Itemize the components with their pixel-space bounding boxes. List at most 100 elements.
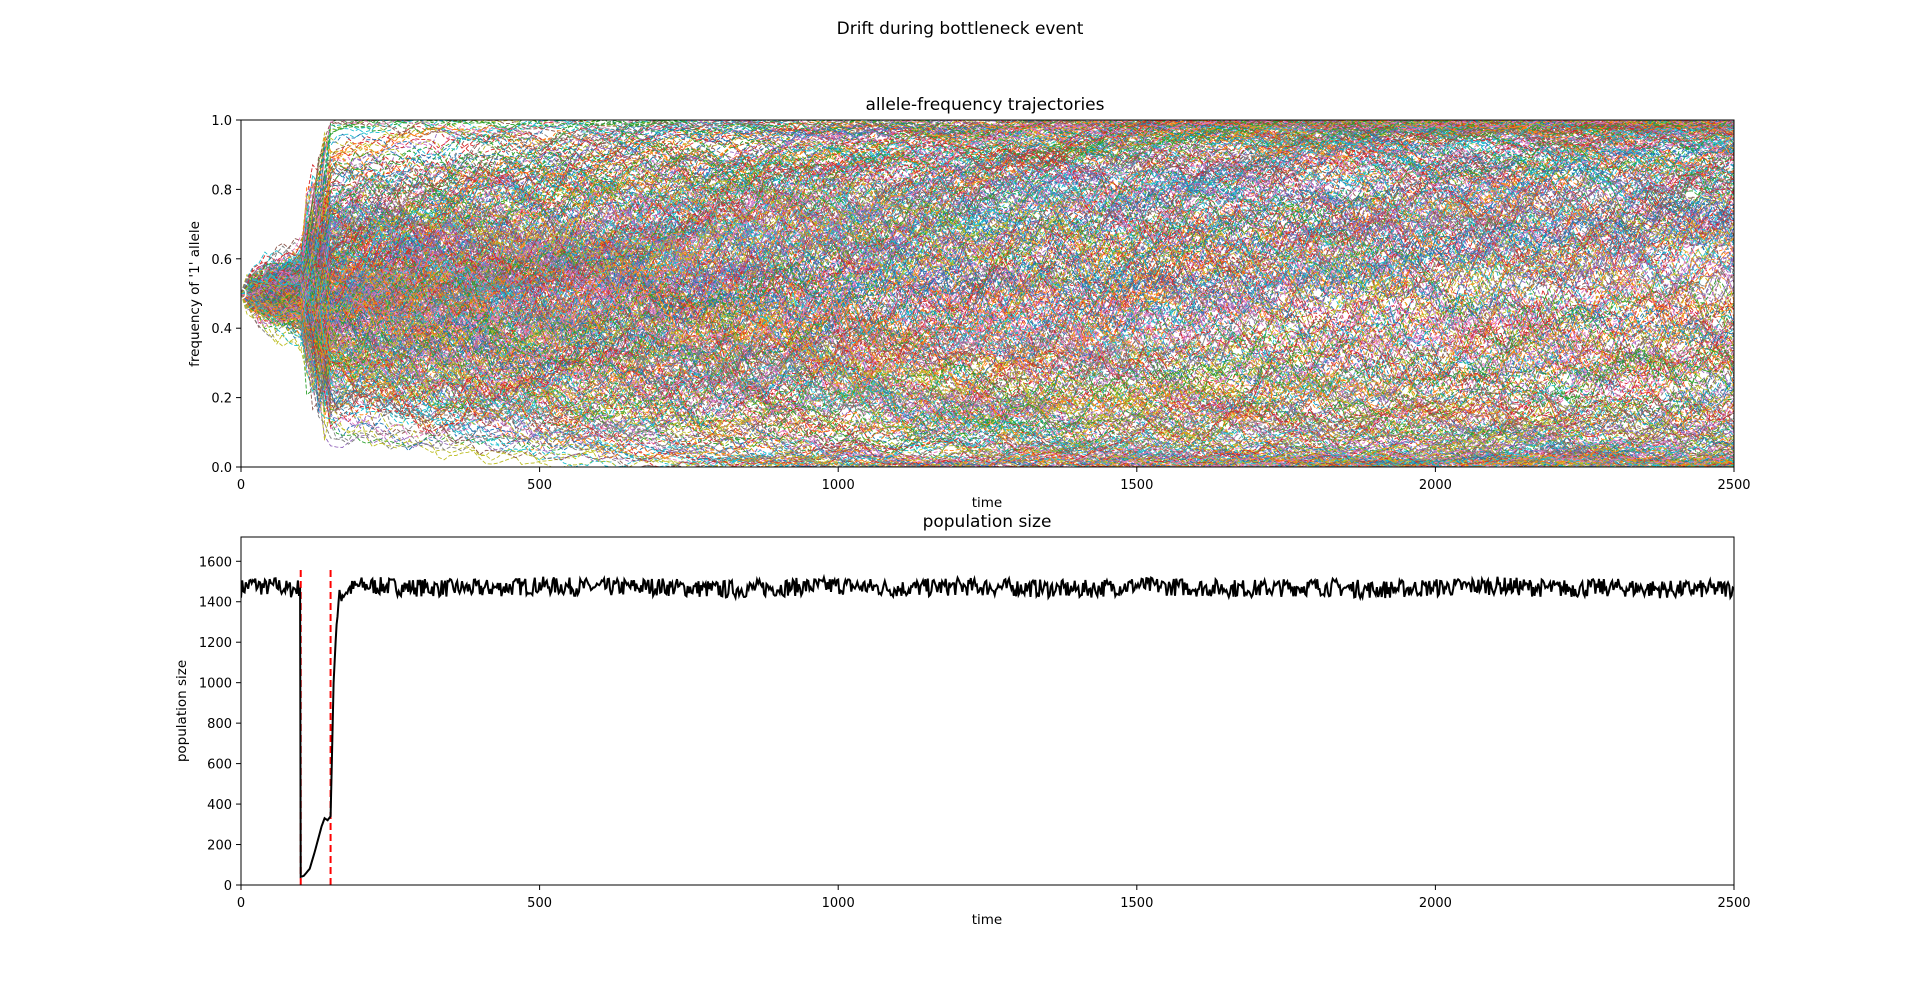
trajectory-line <box>241 120 1734 325</box>
population-size-title: population size <box>923 512 1052 532</box>
trajectory-line <box>241 199 1734 319</box>
trajectory-line <box>241 195 1734 467</box>
trajectory-line <box>241 122 1734 321</box>
trajectory-line <box>241 120 1734 341</box>
trajectory-line <box>241 180 1734 448</box>
population-size-y-tick-label: 1200 <box>199 636 232 651</box>
trajectory-line <box>241 172 1734 378</box>
trajectory-line <box>241 138 1734 298</box>
trajectory-line <box>241 286 1734 459</box>
trajectory-line <box>241 189 1734 339</box>
trajectory-line <box>241 292 1734 439</box>
trajectory-line <box>241 220 1734 357</box>
allele-frequency-y-tick-label: 0.2 <box>211 392 232 407</box>
trajectory-line <box>241 120 1734 321</box>
population-size-y-tick-label: 1000 <box>199 677 232 692</box>
trajectory-line <box>241 200 1734 349</box>
population-size-x-tick-label: 0 <box>237 896 245 911</box>
trajectory-line <box>241 247 1734 433</box>
allele-frequency-y-ticks: 0.0 0.2 0.4 0.6 0.8 1.0 <box>211 114 241 476</box>
trajectory-line <box>241 266 1734 413</box>
trajectory-line <box>241 120 1734 294</box>
trajectory-line <box>241 120 1734 363</box>
trajectory-line <box>241 134 1734 360</box>
trajectory-line <box>241 278 1734 467</box>
trajectory-line <box>241 222 1734 381</box>
trajectory-line <box>241 277 1734 467</box>
trajectory-line <box>241 250 1734 467</box>
trajectory-line <box>241 251 1734 391</box>
trajectory-line <box>241 132 1734 428</box>
trajectory-line <box>241 278 1734 467</box>
trajectory-line <box>241 212 1734 342</box>
trajectory-line <box>241 176 1734 422</box>
trajectory-line <box>241 278 1734 460</box>
trajectory-line <box>241 122 1734 303</box>
allele-frequency-x-tick-label: 2500 <box>1717 478 1750 493</box>
allele-frequency-x-tick-label: 0 <box>237 478 245 493</box>
trajectory-line <box>241 199 1734 467</box>
trajectory-line <box>241 225 1734 411</box>
trajectory-line <box>241 201 1734 313</box>
trajectory-line <box>241 283 1734 467</box>
trajectory-line <box>241 191 1734 379</box>
trajectory-line <box>241 129 1734 334</box>
trajectory-line <box>241 288 1734 467</box>
trajectory-line <box>241 120 1734 302</box>
trajectory-line <box>241 125 1734 347</box>
trajectory-line <box>241 289 1734 467</box>
trajectory-line <box>241 161 1734 401</box>
trajectory-line <box>241 291 1734 467</box>
trajectory-line <box>241 289 1734 467</box>
trajectory-line <box>241 293 1734 467</box>
trajectory-line <box>241 283 1734 454</box>
trajectory-line <box>241 183 1734 449</box>
trajectory-line <box>241 282 1734 467</box>
allele-frequency-x-tick-label: 1500 <box>1120 478 1153 493</box>
trajectory-line <box>241 120 1734 299</box>
trajectory-line <box>241 222 1734 448</box>
trajectory-line <box>241 200 1734 467</box>
trajectory-line <box>241 209 1734 419</box>
population-size-y-tick-label: 0 <box>224 879 232 894</box>
population-size-y-ticks: 0 200 400 600 800 1000 1200 1400 1600 <box>199 555 241 894</box>
allele-frequency-x-tick-label: 2000 <box>1419 478 1452 493</box>
population-size-y-tick-label: 400 <box>207 798 232 813</box>
trajectory-line <box>241 263 1734 433</box>
allele-frequency-y-tick-label: 0.6 <box>211 253 232 268</box>
trajectory-line <box>241 120 1734 307</box>
trajectory-line <box>241 247 1734 430</box>
trajectory-line <box>241 269 1734 452</box>
trajectory-line <box>241 276 1734 467</box>
trajectory-line <box>241 183 1734 319</box>
trajectory-line <box>241 256 1734 445</box>
trajectory-line <box>241 228 1734 445</box>
trajectory-line <box>241 125 1734 361</box>
trajectory-line <box>241 293 1734 459</box>
trajectory-line <box>241 162 1734 308</box>
allele-frequency-y-label: frequency of '1' allele <box>187 221 203 367</box>
trajectory-line <box>241 218 1734 430</box>
trajectory-line <box>241 283 1734 467</box>
trajectory-line <box>241 290 1734 449</box>
trajectory-line <box>241 120 1734 295</box>
trajectory-line <box>241 130 1734 295</box>
trajectory-line <box>241 172 1734 400</box>
population-size-x-tick-label: 2000 <box>1419 896 1452 911</box>
trajectory-line <box>241 220 1734 358</box>
trajectory-line <box>241 120 1734 311</box>
trajectory-line <box>241 180 1734 333</box>
trajectory-line <box>241 121 1734 300</box>
population-size-x-tick-label: 500 <box>527 896 552 911</box>
trajectory-line <box>241 178 1734 385</box>
trajectory-line <box>241 140 1734 331</box>
trajectory-line <box>241 133 1734 351</box>
trajectory-line <box>241 120 1734 349</box>
bottleneck-markers <box>299 569 332 885</box>
trajectory-line <box>241 293 1734 467</box>
trajectory-line <box>241 203 1734 383</box>
population-size-y-tick-label: 1400 <box>199 596 232 611</box>
trajectory-line <box>241 183 1734 332</box>
trajectory-line <box>241 120 1734 304</box>
trajectory-line <box>241 263 1734 410</box>
